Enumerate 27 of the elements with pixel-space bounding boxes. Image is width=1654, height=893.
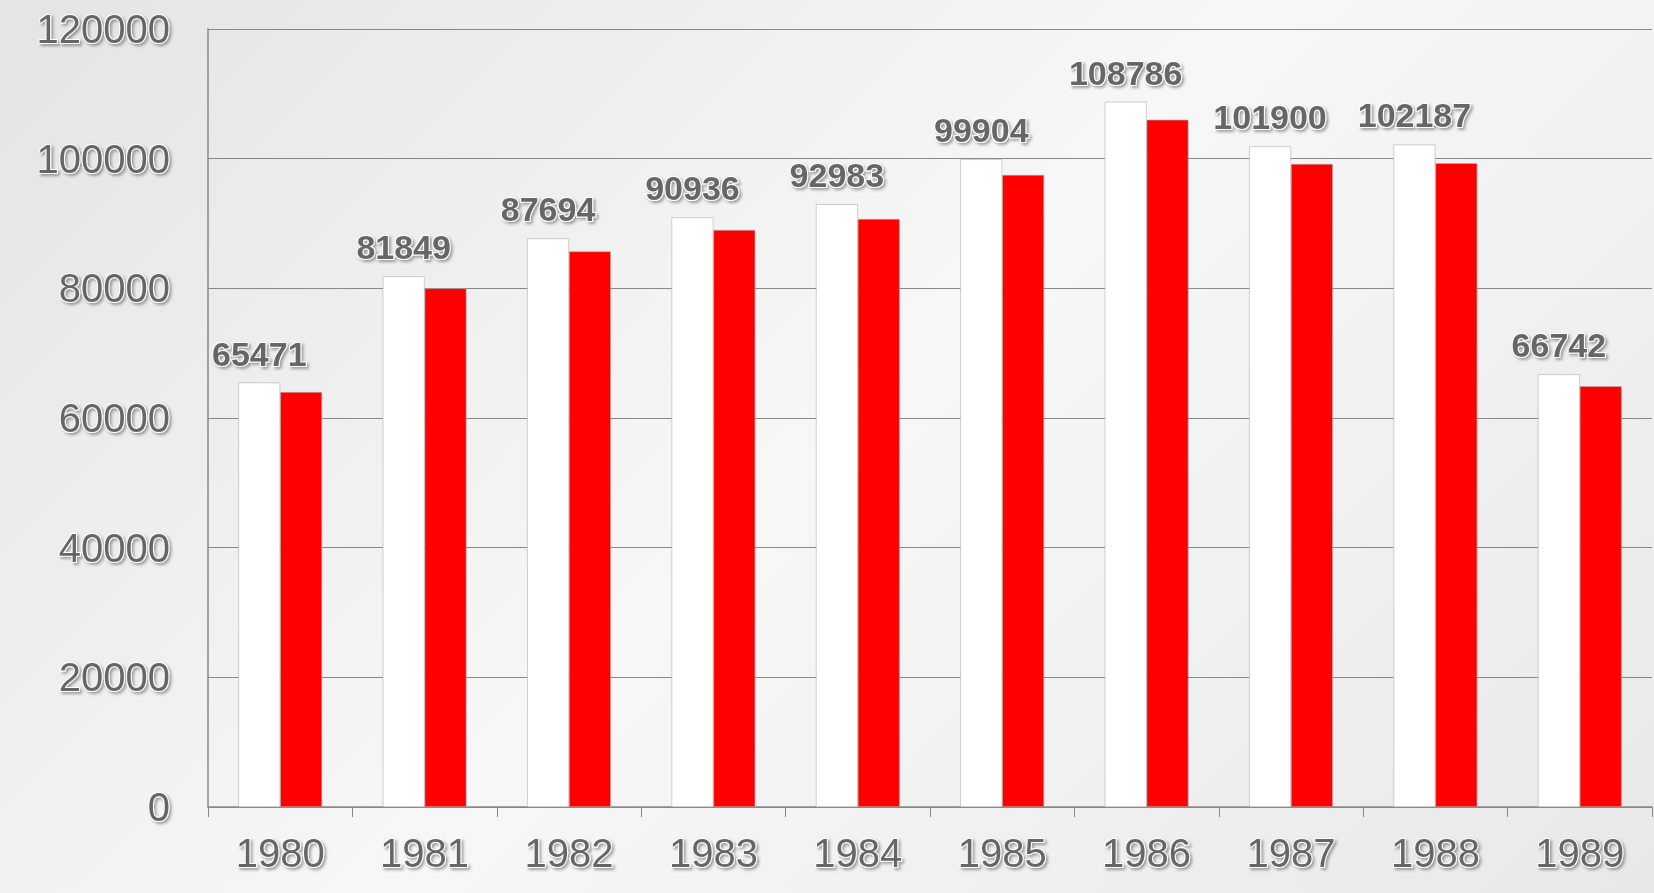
y-tick-label: 100000 (36, 136, 170, 181)
x-tick-label: 1989 (1535, 831, 1625, 875)
y-tick-label: 80000 (58, 266, 170, 311)
data-label: 101900 (1213, 98, 1327, 137)
data-label: 81849 (356, 228, 451, 267)
data-label: 66742 (1511, 326, 1607, 365)
data-label: 65471 (211, 334, 307, 373)
data-label: 87694 (500, 190, 596, 229)
y-tick-label: 20000 (58, 655, 170, 700)
y-tick-label: 40000 (58, 525, 170, 570)
x-tick-label: 1987 (1246, 831, 1336, 875)
data-label: 102187 (1357, 96, 1472, 135)
y-tick-label: 0 (147, 785, 170, 829)
y-tick-label: 120000 (36, 7, 170, 51)
data-label: 92983 (789, 156, 885, 195)
x-tick-label: 1984 (813, 831, 903, 875)
data-label: 108786 (1068, 53, 1183, 92)
x-tick-label: 1983 (668, 831, 758, 875)
x-tick-label: 1988 (1390, 831, 1480, 875)
x-tick-label: 1982 (524, 831, 614, 875)
data-label: 90936 (645, 169, 740, 208)
x-tick-label: 1985 (957, 831, 1047, 875)
data-label: 99904 (933, 111, 1029, 150)
x-tick-label: 1980 (235, 831, 325, 875)
y-tick-label: 60000 (58, 396, 170, 440)
x-tick-label: 1981 (380, 831, 470, 875)
x-tick-label: 1986 (1102, 831, 1192, 875)
